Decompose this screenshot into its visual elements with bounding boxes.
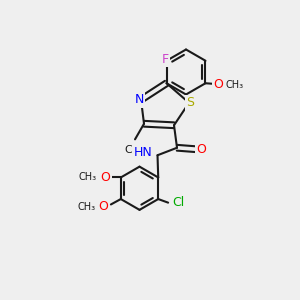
Text: O: O: [98, 200, 108, 213]
Text: S: S: [187, 96, 194, 109]
Text: O: O: [196, 143, 206, 156]
Text: N: N: [135, 93, 144, 106]
Text: F: F: [161, 53, 169, 66]
Text: CH₃: CH₃: [77, 202, 95, 212]
Text: O: O: [213, 78, 223, 91]
Text: HN: HN: [134, 146, 152, 159]
Text: Cl: Cl: [172, 196, 185, 209]
Text: CH₃: CH₃: [124, 145, 146, 155]
Text: O: O: [100, 171, 110, 184]
Text: CH₃: CH₃: [79, 172, 97, 182]
Text: CH₃: CH₃: [226, 80, 244, 90]
